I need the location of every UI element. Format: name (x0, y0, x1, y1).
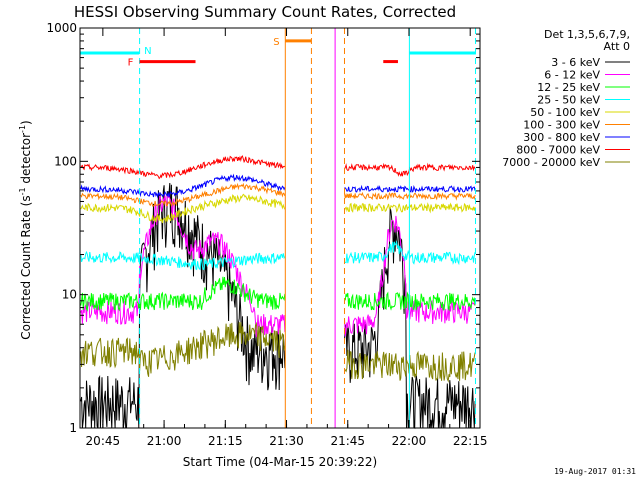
legend-label: 25 - 50 keV (537, 94, 600, 107)
legend-label: 100 - 300 keV (523, 119, 600, 132)
y-tick-label: 10 (62, 288, 77, 302)
y-tick-label: 1000 (46, 21, 77, 35)
x-axis-label: Start Time (04-Mar-15 20:39:22) (183, 455, 377, 469)
legend-header-line2: Att 0 (604, 40, 630, 53)
y-axis: 1 10 100 1000 (46, 21, 480, 435)
marker-layer (139, 28, 477, 428)
x-tick-label: 21:45 (330, 434, 365, 448)
x-tick-label: 21:30 (269, 434, 304, 448)
y-tick-label: 100 (54, 154, 77, 168)
x-tick-label: 22:15 (453, 434, 488, 448)
flag-label: F (128, 58, 134, 69)
legend-header-line1: Det 1,3,5,6,7,9, (544, 28, 630, 41)
flag-layer: NF S (80, 37, 476, 69)
x-tick-label: 21:00 (147, 434, 182, 448)
legend-label: 7000 - 20000 keV (502, 156, 600, 169)
footer-date: 19-Aug-2017 01:31 (554, 467, 636, 476)
legend-label: 6 - 12 keV (544, 69, 600, 82)
flag-label: S (273, 37, 279, 48)
chart-title: HESSI Observing Summary Count Rates, Cor… (74, 3, 456, 21)
x-tick-label: 20:45 (86, 434, 121, 448)
legend-label: 3 - 6 keV (551, 56, 600, 69)
flag-label: N (144, 46, 151, 57)
y-tick-label: 1 (69, 421, 77, 435)
legend-label: 50 - 100 keV (530, 106, 600, 119)
legend-label: 300 - 800 keV (523, 131, 600, 144)
legend-label: 800 - 7000 keV (516, 144, 600, 157)
legend-label: 12 - 25 keV (537, 81, 600, 94)
x-axis: 20:45 21:00 21:15 21:30 21:45 22:00 22:15 (81, 28, 488, 448)
x-tick-label: 21:15 (208, 434, 243, 448)
x-tick-label: 22:00 (392, 434, 427, 448)
plot-frame (79, 27, 481, 429)
y-axis-label: Corrected Count Rate (s-1 detector-1) (18, 120, 33, 339)
